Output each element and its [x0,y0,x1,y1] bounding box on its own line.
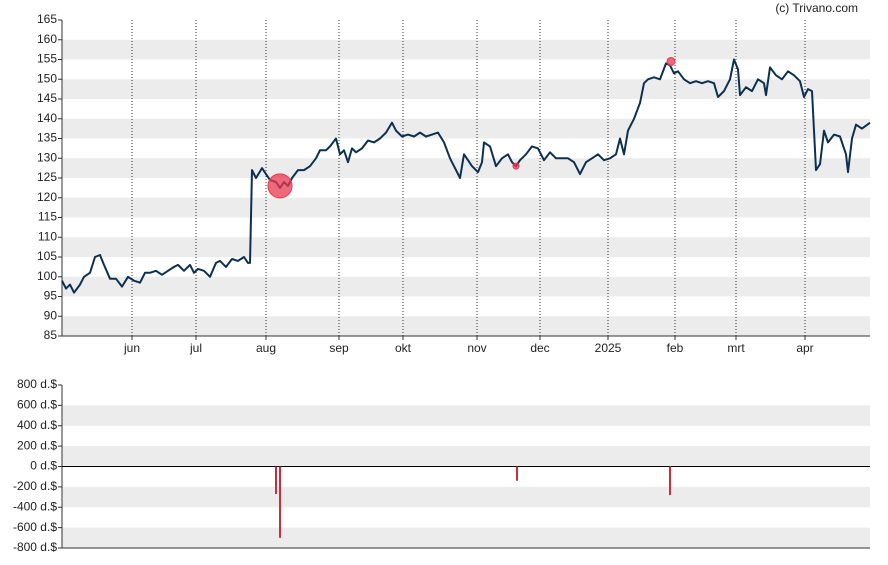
source-credit: (c) Trivano.com [775,1,858,15]
grid-band [62,158,870,178]
y-tick-label: -800 d.$ [13,540,57,554]
grid-band [62,39,870,60]
x-tick-label: jul [189,341,202,355]
event-marker [512,162,520,170]
bar [516,466,518,481]
x-tick-label: nov [467,341,486,355]
x-tick-label: apr [796,341,813,355]
event-marker [666,56,676,66]
y-tick-label: -400 d.$ [13,499,57,513]
y-tick-label: 165 [37,12,57,26]
y-tick-label: 155 [37,52,57,66]
y-tick-label: 150 [37,71,57,85]
grid-band [62,237,870,257]
x-tick-label: feb [667,341,684,355]
y-tick-label: 105 [37,249,57,263]
y-tick-label: -600 d.$ [13,520,57,534]
price-line [61,58,871,294]
y-tick-label: 600 d.$ [17,398,57,412]
y-tick-label: 120 [37,190,57,204]
grid-band [62,316,870,336]
bar [279,466,281,538]
grid-band [62,197,870,218]
y-tick-label: 110 [38,229,57,243]
bar [669,466,671,496]
y-tick-label: 145 [37,91,57,105]
y-tick-label: 95 [44,289,58,303]
y-tick-label: 85 [44,328,58,342]
y-tick-label: 400 d.$ [17,418,57,432]
y-tick-label: 115 [38,210,57,224]
grid-band [62,405,870,426]
y-tick-label: 125 [37,170,57,184]
grid-band [62,118,870,139]
y-tick-label: 200 d.$ [17,438,57,452]
grid-band [62,446,870,467]
x-tick-label: sep [329,341,349,355]
grid-band [62,79,870,99]
x-tick-label: okt [395,341,412,355]
grid-band [62,527,870,548]
y-tick-label: 100 [37,269,57,283]
x-tick-label: aug [256,341,276,355]
bar [275,466,277,495]
y-tick-label: 90 [44,308,58,322]
y-tick-label: 800 d.$ [17,377,57,391]
grid-band [62,276,870,297]
y-tick-label: 135 [37,131,57,145]
x-tick-label: 2025 [595,341,622,355]
grid-band [62,486,870,508]
x-tick-label: jun [123,341,140,355]
y-tick-label: 140 [37,111,57,125]
x-tick-label: dec [530,341,549,355]
y-tick-label: -200 d.$ [13,479,57,493]
y-tick-label: 130 [37,150,57,164]
event-marker [267,173,293,199]
x-tick-label: mrt [727,341,745,355]
y-tick-label: 0 d.$ [30,459,57,473]
y-tick-label: 160 [37,32,57,46]
